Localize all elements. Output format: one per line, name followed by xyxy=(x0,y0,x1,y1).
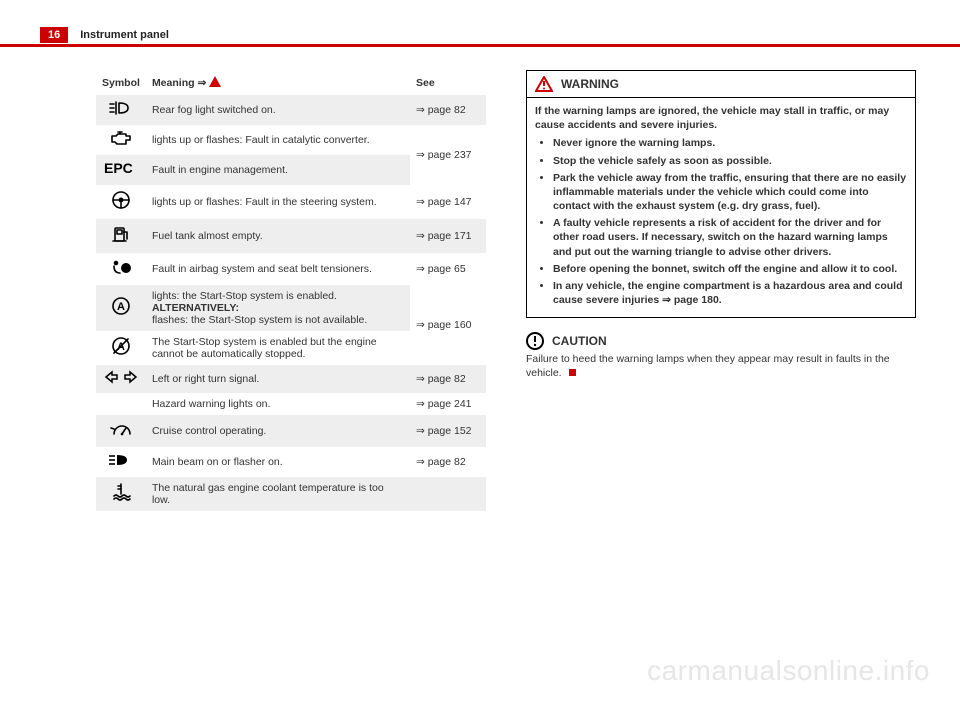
right-column: WARNING If the warning lamps are ignored… xyxy=(526,70,916,511)
meaning-cell: lights up or flashes: Fault in catalytic… xyxy=(146,125,410,155)
warning-bullet: A faulty vehicle represents a risk of ac… xyxy=(553,216,907,259)
warning-bullet: In any vehicle, the engine compartment i… xyxy=(553,279,907,307)
meaning-cell: lights: the Start-Stop system is enabled… xyxy=(146,285,410,331)
table-row: Rear fog light switched on.⇒ page 82 xyxy=(96,95,486,125)
meaning-cell: Fault in airbag system and seat belt ten… xyxy=(146,253,410,285)
col-symbol: Symbol xyxy=(96,70,146,95)
meaning-cell: Hazard warning lights on. xyxy=(146,393,410,415)
table-row: Left or right turn signal.⇒ page 82 xyxy=(96,365,486,393)
warning-bullet: Park the vehicle away from the traffic, … xyxy=(553,171,907,214)
engine-icon xyxy=(96,125,146,155)
table-row: lights up or flashes: Fault in the steer… xyxy=(96,185,486,219)
warning-bullet: Never ignore the warning lamps. xyxy=(553,136,907,150)
airbag-icon xyxy=(96,253,146,285)
table-row: The natural gas engine coolant temperatu… xyxy=(96,477,486,511)
svg-text:EPC: EPC xyxy=(104,160,133,176)
see-cell: ⇒ page 160 xyxy=(410,285,486,365)
header-bar: 16 Instrument panel xyxy=(0,26,960,44)
warning-intro: If the warning lamps are ignored, the ve… xyxy=(535,105,889,131)
meaning-cell: lights up or flashes: Fault in the steer… xyxy=(146,185,410,219)
warning-bullet: Stop the vehicle safely as soon as possi… xyxy=(553,154,907,168)
circle-a-icon: A xyxy=(96,285,146,331)
table-row: Fuel tank almost empty.⇒ page 171 xyxy=(96,219,486,253)
caution-title: CAUTION xyxy=(552,334,607,348)
temp-icon xyxy=(96,477,146,511)
warning-header: WARNING xyxy=(527,71,915,98)
epc-icon: EPC xyxy=(96,155,146,185)
meaning-cell: Left or right turn signal. xyxy=(146,365,410,393)
see-cell: ⇒ page 152 xyxy=(410,415,486,447)
see-cell: ⇒ page 171 xyxy=(410,219,486,253)
steering-icon xyxy=(96,185,146,219)
table-row: Alights: the Start-Stop system is enable… xyxy=(96,285,486,331)
svg-text:A: A xyxy=(117,301,125,313)
watermark: carmanualsonline.info xyxy=(647,655,930,687)
page-number-badge: 16 xyxy=(40,27,68,43)
caution-header: CAUTION xyxy=(526,332,916,350)
header-redline xyxy=(0,44,960,47)
meaning-cell: Main beam on or flasher on. xyxy=(146,447,410,477)
see-cell: ⇒ page 82 xyxy=(410,95,486,125)
table-row: Cruise control operating.⇒ page 152 xyxy=(96,415,486,447)
cruise-icon xyxy=(96,415,146,447)
section-title: Instrument panel xyxy=(80,29,169,41)
caution-icon xyxy=(526,332,544,350)
meaning-cell: Fault in engine management. xyxy=(146,155,410,185)
warning-title: WARNING xyxy=(561,77,619,91)
caution-body: Failure to heed the warning lamps when t… xyxy=(526,352,916,380)
see-cell: ⇒ page 82 xyxy=(410,447,486,477)
meaning-cell: Rear fog light switched on. xyxy=(146,95,410,125)
see-cell: ⇒ page 65 xyxy=(410,253,486,285)
symbol-table: Symbol Meaning ⇒ See Rear fog light swit… xyxy=(96,70,486,511)
rear-fog-icon xyxy=(96,95,146,125)
end-square-icon xyxy=(569,369,576,376)
warning-box: WARNING If the warning lamps are ignored… xyxy=(526,70,916,318)
warning-bullet: Before opening the bonnet, switch off th… xyxy=(553,262,907,276)
blank-icon xyxy=(96,393,146,415)
col-meaning: Meaning ⇒ xyxy=(146,70,410,95)
table-row: Main beam on or flasher on.⇒ page 82 xyxy=(96,447,486,477)
meaning-cell: The Start-Stop system is enabled but the… xyxy=(146,331,410,365)
col-see: See xyxy=(410,70,486,95)
meaning-cell: Fuel tank almost empty. xyxy=(146,219,410,253)
table-row: Hazard warning lights on.⇒ page 241 xyxy=(96,393,486,415)
see-cell: ⇒ page 82 xyxy=(410,365,486,393)
table-row: lights up or flashes: Fault in catalytic… xyxy=(96,125,486,155)
warning-triangle-icon xyxy=(209,76,221,87)
see-cell: ⇒ page 147 xyxy=(410,185,486,219)
warning-bullet-list: Never ignore the warning lamps. Stop the … xyxy=(535,136,907,307)
table-header-row: Symbol Meaning ⇒ See xyxy=(96,70,486,95)
see-cell xyxy=(410,477,486,511)
fuel-icon xyxy=(96,219,146,253)
page-content: Symbol Meaning ⇒ See Rear fog light swit… xyxy=(96,70,916,511)
highbeam-icon xyxy=(96,447,146,477)
circle-a-slash-icon: A xyxy=(96,331,146,365)
warning-body: If the warning lamps are ignored, the ve… xyxy=(527,98,915,317)
table-row: Fault in airbag system and seat belt ten… xyxy=(96,253,486,285)
warning-triangle-icon xyxy=(535,76,553,92)
arrows-icon xyxy=(96,365,146,393)
see-cell: ⇒ page 237 xyxy=(410,125,486,185)
meaning-cell: The natural gas engine coolant temperatu… xyxy=(146,477,410,511)
see-cell: ⇒ page 241 xyxy=(410,393,486,415)
left-column: Symbol Meaning ⇒ See Rear fog light swit… xyxy=(96,70,486,511)
meaning-cell: Cruise control operating. xyxy=(146,415,410,447)
